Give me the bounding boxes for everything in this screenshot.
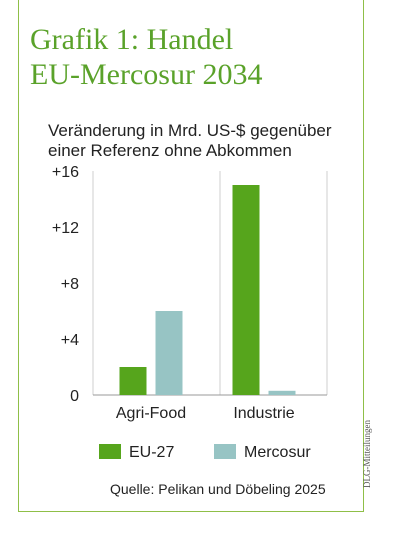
y-tick-label-3: +12: [52, 220, 79, 237]
legend-swatch-0: [99, 444, 121, 459]
credit-line: DLG-Mitteilungen: [362, 420, 372, 488]
bar-eu-27-industrie: [232, 185, 260, 395]
legend-label-1: Mercosur: [244, 444, 311, 461]
figure-frame: [18, 0, 364, 512]
bar-mercosur-agri-food: [155, 311, 183, 395]
figure-title: Grafik 1: Handel EU-Mercosur 2034: [30, 22, 262, 92]
subtitle-line-1: Veränderung in Mrd. US-$ gegenüber: [48, 121, 332, 140]
x-tick-label-0: Agri-Food: [116, 405, 186, 422]
y-tick-label-1: +4: [61, 332, 79, 349]
source-note: Quelle: Pelikan und Döbeling 2025: [110, 481, 326, 497]
bar-eu-27-agri-food: [119, 367, 147, 395]
legend-label-0: EU-27: [129, 444, 174, 461]
subtitle-line-2: einer Referenz ohne Abkommen: [48, 141, 292, 160]
y-tick-label-4: +16: [52, 164, 79, 181]
title-line-1: Grafik 1: Handel: [30, 23, 234, 56]
title-line-2: EU-Mercosur 2034: [30, 58, 263, 91]
chart-subtitle: Veränderung in Mrd. US-$ gegenüber einer…: [48, 121, 332, 161]
legend-swatch-1: [214, 444, 236, 459]
y-tick-label-0: 0: [70, 388, 79, 405]
y-tick-label-2: +8: [61, 276, 79, 293]
x-tick-label-1: Industrie: [233, 405, 294, 422]
bar-mercosur-industrie: [268, 390, 296, 395]
